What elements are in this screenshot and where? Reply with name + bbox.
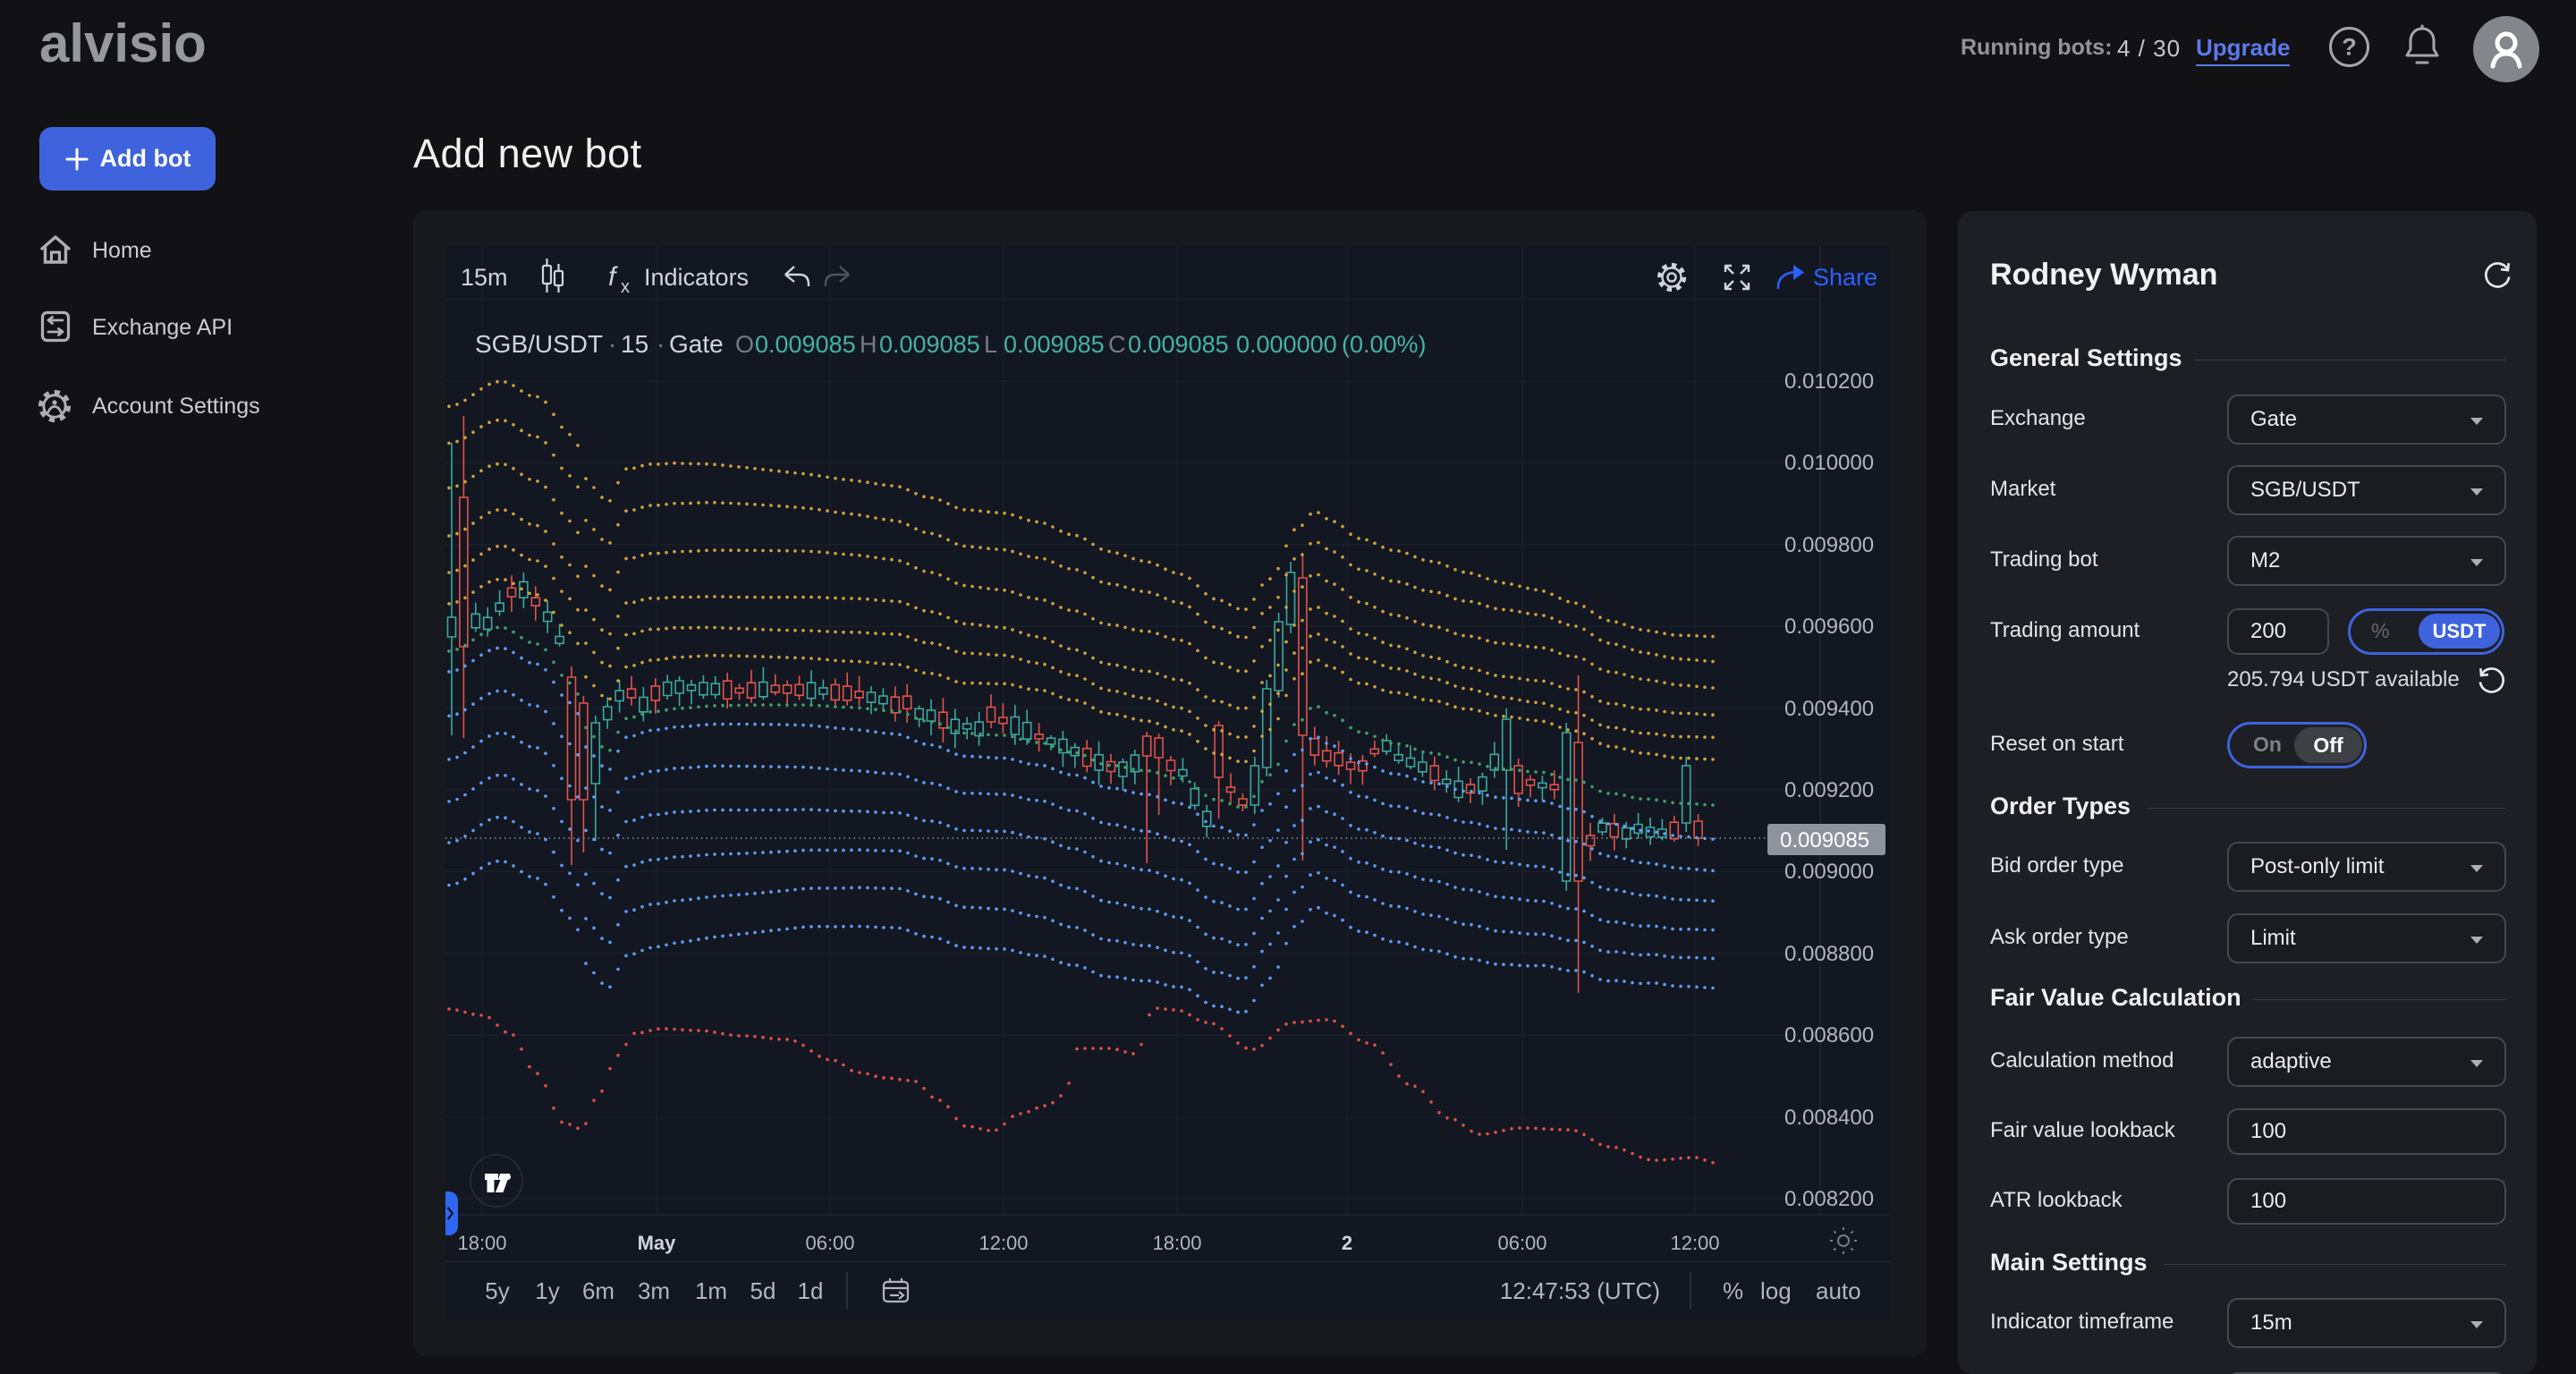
svg-text:18:00: 18:00 bbox=[1152, 1232, 1201, 1254]
svg-text:?: ? bbox=[2342, 34, 2357, 61]
svg-text:0.009085: 0.009085 bbox=[1128, 331, 1229, 358]
svg-text:18:00: 18:00 bbox=[457, 1232, 506, 1254]
svg-text:5d: 5d bbox=[750, 1277, 776, 1304]
svg-text:0.009085: 0.009085 bbox=[755, 331, 856, 358]
svg-text:0.009400: 0.009400 bbox=[1784, 697, 1874, 721]
svg-text:2: 2 bbox=[1342, 1232, 1352, 1254]
svg-text:0.009000: 0.009000 bbox=[1784, 860, 1874, 884]
svg-text:Share: Share bbox=[1813, 264, 1877, 291]
svg-text:12:47:53 (UTC): 12:47:53 (UTC) bbox=[1500, 1277, 1660, 1304]
svg-text:%: % bbox=[1723, 1277, 1743, 1304]
svg-text:0.010000: 0.010000 bbox=[1784, 451, 1874, 475]
svg-text:0.008200: 0.008200 bbox=[1784, 1187, 1874, 1211]
svg-text:1d: 1d bbox=[798, 1277, 824, 1304]
svg-text:Gate: Gate bbox=[669, 330, 724, 358]
svg-text:0.009200: 0.009200 bbox=[1784, 778, 1874, 802]
svg-text:0.000000: 0.000000 bbox=[1236, 331, 1337, 358]
svg-text:0.009085: 0.009085 bbox=[1780, 828, 1869, 852]
svg-text:(0.00%): (0.00%) bbox=[1342, 331, 1427, 358]
svg-text:0.009800: 0.009800 bbox=[1784, 533, 1874, 557]
svg-text:auto: auto bbox=[1816, 1277, 1861, 1304]
svg-text:0.009085: 0.009085 bbox=[1004, 331, 1105, 358]
svg-text:x: x bbox=[621, 277, 630, 297]
svg-text:3m: 3m bbox=[638, 1277, 670, 1304]
svg-text:Indicators: Indicators bbox=[644, 264, 749, 291]
svg-text:1y: 1y bbox=[535, 1277, 559, 1304]
svg-text:5y: 5y bbox=[485, 1277, 509, 1304]
svg-text:12:00: 12:00 bbox=[979, 1232, 1028, 1254]
svg-text:log: log bbox=[1760, 1277, 1792, 1304]
svg-text:C: C bbox=[1108, 331, 1126, 358]
svg-text:·: · bbox=[657, 330, 665, 358]
svg-text:0.008600: 0.008600 bbox=[1784, 1023, 1874, 1047]
svg-text:May: May bbox=[638, 1232, 677, 1254]
svg-text:0.008800: 0.008800 bbox=[1784, 942, 1874, 966]
svg-text:H: H bbox=[860, 331, 877, 358]
svg-text:f: f bbox=[608, 262, 618, 292]
svg-text:L: L bbox=[984, 331, 997, 358]
svg-text:1m: 1m bbox=[695, 1277, 727, 1304]
svg-text:0.010200: 0.010200 bbox=[1784, 369, 1874, 394]
svg-text:SGB/USDT: SGB/USDT bbox=[475, 330, 603, 358]
svg-text:06:00: 06:00 bbox=[805, 1232, 854, 1254]
svg-text:12:00: 12:00 bbox=[1670, 1232, 1719, 1254]
svg-text:O: O bbox=[735, 331, 754, 358]
svg-text:0.009600: 0.009600 bbox=[1784, 615, 1874, 639]
svg-text:6m: 6m bbox=[582, 1277, 614, 1304]
svg-text:0.008400: 0.008400 bbox=[1784, 1106, 1874, 1130]
svg-text:06:00: 06:00 bbox=[1497, 1232, 1546, 1254]
svg-text:15m: 15m bbox=[461, 264, 508, 291]
svg-text:·: · bbox=[608, 330, 616, 358]
svg-text:15: 15 bbox=[621, 330, 648, 358]
svg-text:0.009085: 0.009085 bbox=[879, 331, 980, 358]
